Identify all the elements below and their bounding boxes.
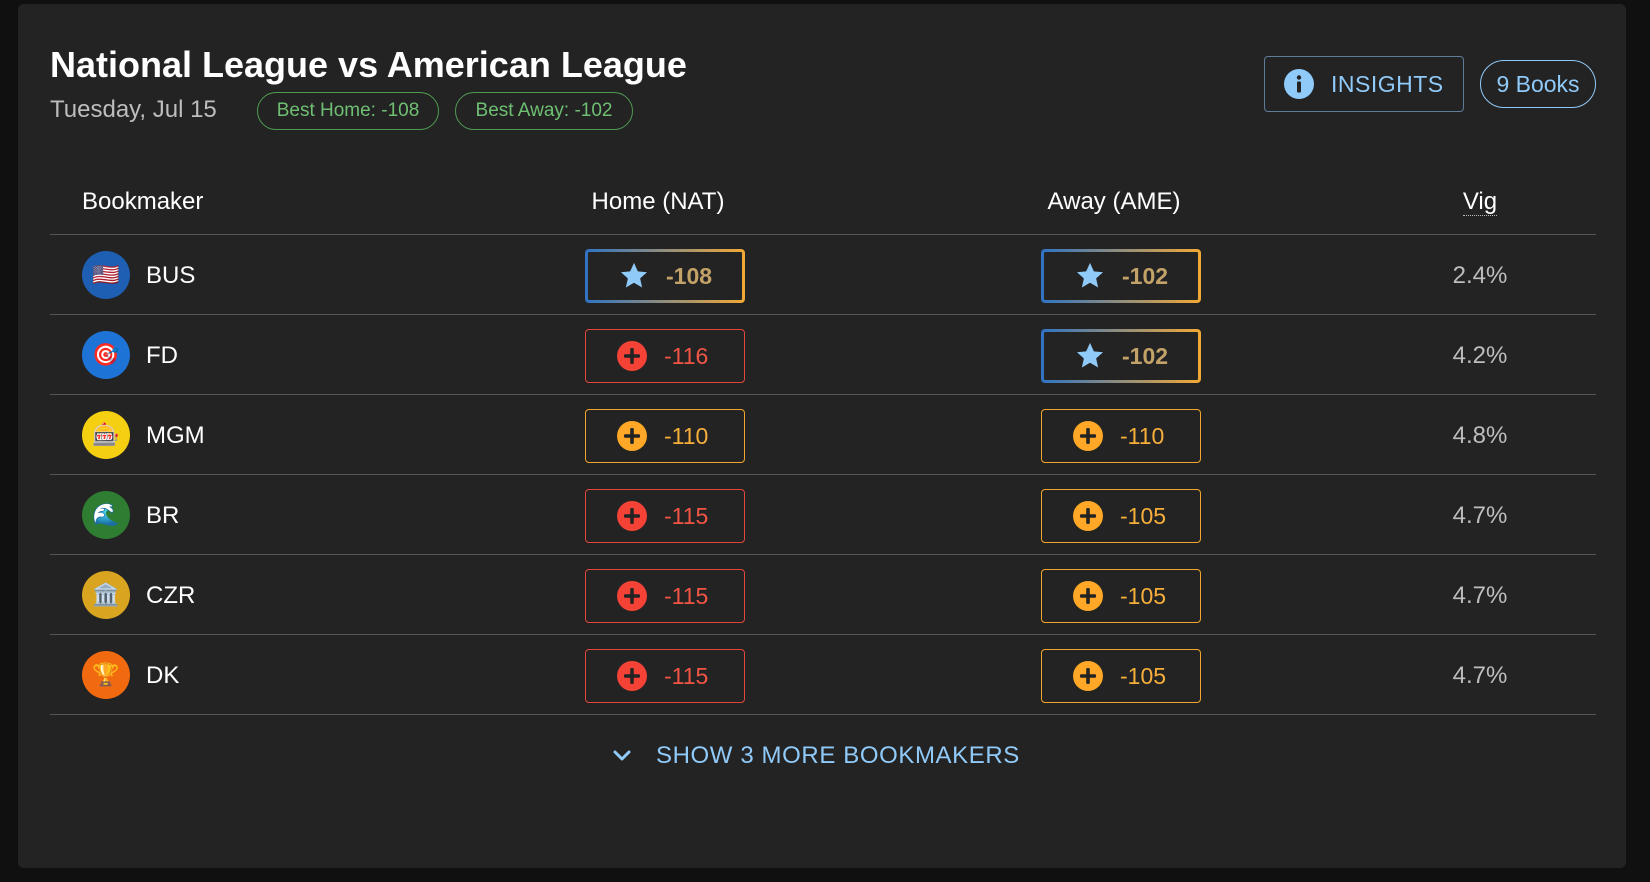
home-odds-value: -116 [664,342,709,369]
vig-value: 4.2% [1452,342,1508,369]
away-odds-button[interactable]: -105 [1041,649,1201,703]
plus-circle-icon [1072,580,1104,612]
away-odds-value: -105 [1120,582,1167,609]
best-away-chip: Best Away: -102 [455,92,633,130]
home-odds-button[interactable]: -115 [585,489,745,543]
away-odds-button[interactable]: -105 [1041,489,1201,543]
bookmaker-logo: 🌊 [82,491,130,539]
star-icon [618,260,650,292]
column-header-vig[interactable]: Vig [1462,188,1498,216]
table-row: 🎰 MGM -110 -110 4.8% [50,395,1596,475]
away-odds-button[interactable]: -102 [1041,329,1201,383]
bookmaker-name: MGM [146,422,205,449]
table-row: 🏛️ CZR -115 -105 4.7% [50,555,1596,635]
bookmaker-logo: 🏆 [82,651,130,699]
home-odds-button[interactable]: -115 [585,649,745,703]
table-header: Bookmaker Home (NAT) Away (AME) Vig [50,168,1596,235]
plus-circle-icon [1072,420,1104,452]
star-icon [1074,340,1106,372]
home-odds-button[interactable]: -115 [585,569,745,623]
away-odds-button[interactable]: -102 [1041,249,1201,303]
column-header-away: Away (AME) [1047,188,1181,215]
odds-card: National League vs American League Tuesd… [18,4,1626,868]
home-odds-value: -110 [664,422,709,449]
bookmaker-name: BUS [146,262,196,289]
info-icon [1283,68,1315,100]
chevron-down-icon [610,744,634,768]
home-odds-button[interactable]: -108 [585,249,745,303]
plus-circle-icon [616,420,648,452]
home-odds-button[interactable]: -110 [585,409,745,463]
plus-circle-icon [616,580,648,612]
vig-value: 2.4% [1452,262,1508,289]
vig-value: 4.7% [1452,502,1508,529]
away-odds-value: -105 [1120,502,1167,529]
bookmaker-logo-glyph: 🌊 [92,502,120,527]
bookmaker-logo-glyph: 🎯 [92,342,120,367]
show-more-button[interactable]: SHOW 3 MORE BOOKMAKERS [610,736,1020,776]
game-date: Tuesday, Jul 15 [50,96,217,123]
plus-circle-icon [616,340,648,372]
bookmaker-logo-glyph: 🇺🇸 [92,262,120,287]
away-odds-value: -105 [1120,662,1167,689]
plus-circle-icon [616,660,648,692]
home-odds-value: -115 [664,582,709,609]
bookmaker-logo: 🎰 [82,411,130,459]
star-icon [1074,260,1106,292]
plus-circle-icon [1072,500,1104,532]
away-odds-value: -102 [1122,262,1169,289]
odds-table: Bookmaker Home (NAT) Away (AME) Vig 🇺🇸 BU… [50,168,1596,715]
plus-circle-icon [1072,660,1104,692]
bookmaker-name: BR [146,502,180,529]
home-odds-button[interactable]: -116 [585,329,745,383]
insights-button[interactable]: INSIGHTS [1264,56,1464,112]
bookmaker-name: CZR [146,582,196,609]
vig-value: 4.7% [1452,582,1508,609]
home-odds-value: -108 [666,262,713,289]
insights-label: INSIGHTS [1331,70,1444,97]
away-odds-button[interactable]: -110 [1041,409,1201,463]
home-odds-value: -115 [664,502,709,529]
bookmaker-logo-glyph: 🏆 [92,662,120,687]
bookmaker-name: DK [146,662,180,689]
best-home-chip: Best Home: -108 [257,92,439,130]
away-odds-button[interactable]: -105 [1041,569,1201,623]
bookmaker-name: FD [146,342,178,369]
table-row: 🇺🇸 BUS -108 -102 2.4% [50,235,1596,315]
away-odds-value: -102 [1122,342,1169,369]
table-row: 🏆 DK -115 -105 4.7% [50,635,1596,715]
table-body: 🇺🇸 BUS -108 -102 2.4% 🎯 FD -116 -102 4.2% 🎰 MGM -110… [50,235,1596,715]
vig-value: 4.7% [1452,662,1508,689]
bookmaker-logo: 🇺🇸 [82,251,130,299]
show-more-label: SHOW 3 MORE BOOKMAKERS [656,742,1020,769]
bookmaker-logo: 🏛️ [82,571,130,619]
vig-value: 4.8% [1452,422,1508,449]
table-row: 🎯 FD -116 -102 4.2% [50,315,1596,395]
table-row: 🌊 BR -115 -105 4.7% [50,475,1596,555]
books-count-chip: 9 Books [1480,60,1596,108]
bookmaker-logo-glyph: 🏛️ [92,582,120,607]
page-title: National League vs American League [50,44,687,85]
bookmaker-logo-glyph: 🎰 [92,422,120,447]
bookmaker-logo: 🎯 [82,331,130,379]
column-header-bookmaker: Bookmaker [82,188,204,215]
column-header-home: Home (NAT) [591,188,725,215]
plus-circle-icon [616,500,648,532]
away-odds-value: -110 [1120,422,1165,449]
home-odds-value: -115 [664,662,709,689]
